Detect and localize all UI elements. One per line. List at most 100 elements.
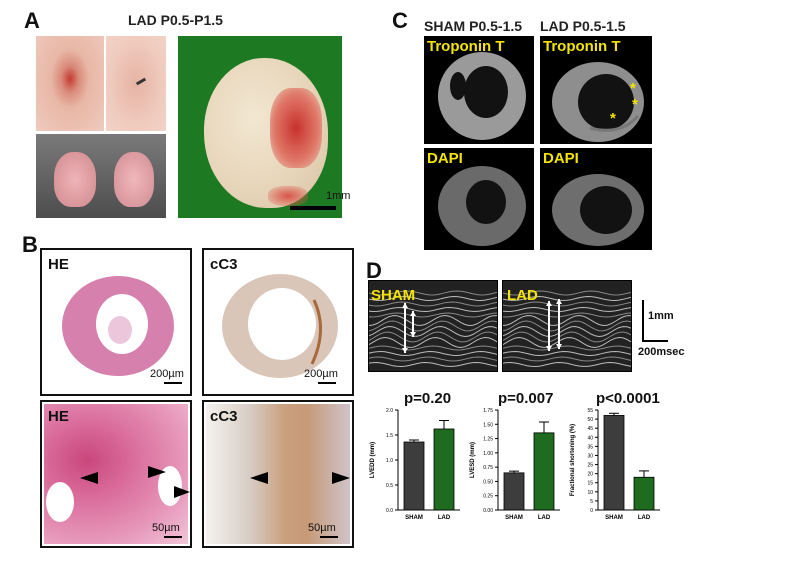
echo-label-sham: SHAM <box>371 287 416 304</box>
echo-lad-image: LAD <box>502 280 632 372</box>
y-tick-label: 55 <box>587 408 593 414</box>
y-axis-label: Fractional shortening (%) <box>570 424 576 496</box>
scale-bar-label: 200µm <box>150 368 184 380</box>
infarct-asterisk: * <box>610 110 616 127</box>
y-tick-label: 35 <box>587 444 593 450</box>
scale-bar-line <box>164 536 182 538</box>
y-tick-label: 0.25 <box>483 494 493 500</box>
infarct-asterisk: * <box>630 80 636 97</box>
y-tick-label: 0.50 <box>483 479 493 485</box>
cc3-high-mag-tile: cC3 50µm <box>202 400 354 548</box>
bar-sham <box>503 472 525 511</box>
he-high-mag-tile: HE 50µm <box>40 400 192 548</box>
x-tick-label: LAD <box>638 515 651 521</box>
y-tick-label: 1.25 <box>483 437 493 443</box>
echo-sham-image: SHAM <box>368 280 498 372</box>
y-tick-label: 0 <box>590 508 593 514</box>
y-tick-label: 1.0 <box>386 458 393 464</box>
panel-c-label: C <box>392 8 408 33</box>
panel-d-label: D <box>366 258 382 283</box>
stain-label: HE <box>48 408 69 425</box>
arrow-head <box>556 344 562 349</box>
arrow-head <box>410 311 416 316</box>
cc3-low-mag-tile: cC3 200µm <box>202 248 354 396</box>
x-tick-label: LAD <box>538 515 551 521</box>
fs-bar-chart: 0 5 10 15 20 25 30 35 40 45 50 55 Fractional shorten… <box>570 408 660 521</box>
chart-title-lvesd: p=0.007 <box>498 390 554 407</box>
x-tick-label: LAD <box>438 515 451 521</box>
x-tick-label: SHAM <box>405 515 423 521</box>
chart-title-fs: p<0.0001 <box>596 390 660 407</box>
y-tick-label: 1.5 <box>386 433 393 439</box>
y-tick-label: 25 <box>587 463 593 469</box>
scale-bar-label: 50µm <box>152 522 180 534</box>
stain-label-dapi: DAPI <box>543 150 579 167</box>
chart-title-lvedd: p=0.20 <box>404 390 452 407</box>
y-tick-label: 0.00 <box>483 508 493 514</box>
scale-bar-line <box>290 206 336 210</box>
y-tick-label: 40 <box>587 435 593 441</box>
lad-troponin-image: Troponin T * * * <box>540 36 652 144</box>
y-tick-label: 0.0 <box>386 508 393 514</box>
scale-label-msec: 200msec <box>638 346 685 358</box>
y-axis-label: LVEDD (mm) <box>370 442 376 478</box>
bar-lad <box>433 428 455 511</box>
x-tick-label: SHAM <box>605 515 623 521</box>
arrow-head <box>410 332 416 337</box>
panel-b-label: B <box>22 232 38 257</box>
scale-bar-label: 50µm <box>308 522 336 534</box>
bar-lad <box>633 476 655 511</box>
lvesd-bar-chart: 0.00 0.25 0.50 0.75 1.00 1.25 1.50 1.75 LVESD (m… <box>470 408 560 521</box>
sutured-skin-photo <box>106 36 166 131</box>
stain-label: cC3 <box>210 256 238 273</box>
he-low-mag-tile: HE 200µm <box>40 248 192 396</box>
x-tick-label: SHAM <box>505 515 523 521</box>
lad-dapi-image: DAPI <box>540 148 652 250</box>
y-tick-label: 1.75 <box>483 408 493 414</box>
arrow-head <box>402 348 408 353</box>
col-header-lad: LAD P0.5-1.5 <box>540 18 626 34</box>
bar-sham <box>403 441 425 511</box>
skin-incision-photo <box>36 36 104 131</box>
sham-troponin-image: Troponin T <box>424 36 534 144</box>
scale-label-mm: 1mm <box>648 310 674 322</box>
heart-photo: 1mm <box>178 36 350 218</box>
stain-label-troponin: Troponin T <box>427 38 505 55</box>
panel-a-title: LAD P0.5-P1.5 <box>128 12 223 28</box>
scale-bar-label: 1mm <box>326 190 351 202</box>
y-tick-label: 10 <box>587 490 593 496</box>
arrow-head <box>556 299 562 304</box>
sham-dapi-image: DAPI <box>424 148 534 250</box>
y-tick-label: 30 <box>587 453 593 459</box>
scale-bar-line <box>318 382 336 384</box>
arrow-head <box>546 301 552 306</box>
infarct-asterisk: * <box>632 96 638 113</box>
y-tick-label: 2.0 <box>386 408 393 414</box>
stain-label-troponin: Troponin T <box>543 38 621 55</box>
y-tick-label: 0.75 <box>483 465 493 471</box>
y-tick-label: 0.5 <box>386 483 393 489</box>
echo-label-lad: LAD <box>507 287 538 304</box>
y-tick-label: 15 <box>587 481 593 487</box>
scale-bar-vertical <box>642 300 644 340</box>
stain-label-dapi: DAPI <box>427 150 463 167</box>
col-header-sham: SHAM P0.5-1.5 <box>424 18 523 34</box>
scale-bar-line <box>164 382 182 384</box>
panel-a-label: A <box>24 8 40 33</box>
bar-sham <box>603 415 625 511</box>
stain-label: cC3 <box>210 408 238 425</box>
neonatal-pups-photo <box>36 134 166 218</box>
scale-bar-label: 200µm <box>304 368 338 380</box>
y-tick-label: 5 <box>590 499 593 505</box>
y-tick-label: 1.00 <box>483 451 493 457</box>
y-tick-label: 50 <box>587 417 593 423</box>
scale-bar-horizontal <box>642 340 668 342</box>
lvedd-bar-chart: 0.0 0.5 1.0 1.5 2.0 LVEDD (mm) SHAM LAD <box>370 408 460 521</box>
y-axis-label: LVESD (mm) <box>470 442 476 478</box>
arrow-head <box>402 303 408 308</box>
stain-label: HE <box>48 256 69 273</box>
y-tick-label: 45 <box>587 426 593 432</box>
arrow-head <box>546 346 552 351</box>
bar-lad <box>533 432 555 511</box>
y-tick-label: 20 <box>587 472 593 478</box>
